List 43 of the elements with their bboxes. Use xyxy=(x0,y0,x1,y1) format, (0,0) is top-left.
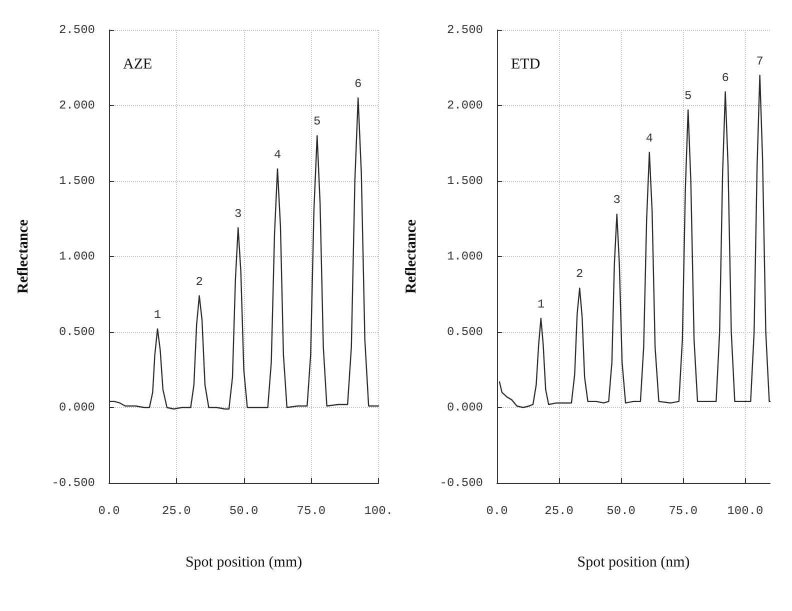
annotation: 1 xyxy=(154,308,162,322)
y-tick-label: 0.000 xyxy=(446,400,483,414)
y-tick-label: 2.000 xyxy=(58,98,95,112)
x-tick-label: 100.0 xyxy=(727,504,764,518)
y-tick-label: 1.500 xyxy=(58,174,95,188)
text: AZE xyxy=(123,56,152,72)
annotation: 6 xyxy=(722,70,729,85)
x-tick-label: 100. xyxy=(364,504,394,518)
x-tick-label: 75.0 xyxy=(296,504,326,518)
x-tick-label: 50.0 xyxy=(229,504,258,518)
annotation: 1 xyxy=(537,297,545,312)
x-tick-label: 0.0 xyxy=(98,504,120,518)
x-tick-label: 25.0 xyxy=(162,504,191,518)
annotation: 2 xyxy=(196,274,203,289)
x-axis-title: Spot position (mm) xyxy=(185,554,302,570)
y-tick-label: 0.500 xyxy=(58,325,95,339)
x-tick-label: 50.0 xyxy=(606,504,636,518)
annotation: 5 xyxy=(314,114,321,129)
y-tick-label: 1.000 xyxy=(58,250,95,264)
y-tick-label: 2.000 xyxy=(446,98,483,112)
annotation: 4 xyxy=(274,148,282,162)
annotation: 6 xyxy=(354,76,362,91)
x-tick-label: 0.0 xyxy=(486,504,508,518)
x-tick-label: 25.0 xyxy=(544,504,574,518)
y-tick-label: 2.500 xyxy=(58,23,95,37)
text: ETD xyxy=(511,56,540,72)
annotation: 7 xyxy=(756,54,764,68)
annotation: 3 xyxy=(613,193,620,208)
y-tick-label: 1.000 xyxy=(446,250,483,264)
y-tick-label: -0.500 xyxy=(440,476,483,490)
x-axis-title: Spot position (nm) xyxy=(577,554,690,570)
y-tick-label: -0.500 xyxy=(52,476,95,490)
annotation: 4 xyxy=(646,131,653,146)
y-tick-label: 1.500 xyxy=(446,174,483,188)
annotation: 3 xyxy=(234,206,242,221)
y-tick-label: 0.000 xyxy=(58,400,95,414)
y-tick-label: 2.500 xyxy=(446,23,483,37)
y-axis-title: Reflectance xyxy=(404,219,420,294)
y-tick-label: 0.500 xyxy=(446,325,483,339)
y-axis-title: Reflectance xyxy=(16,219,32,294)
annotation: 5 xyxy=(684,89,692,104)
annotation: 2 xyxy=(576,267,584,282)
x-tick-label: 75.0 xyxy=(668,504,698,518)
